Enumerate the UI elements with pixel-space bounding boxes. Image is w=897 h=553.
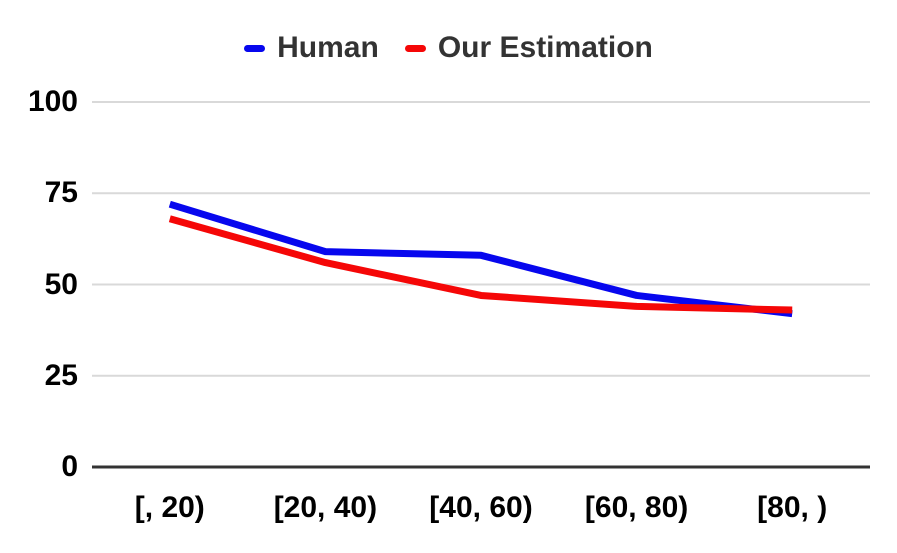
x-tick-label: [20, 40) (273, 491, 378, 524)
human-legend-dash-icon (244, 44, 266, 52)
x-tick-label: [40, 60) (429, 491, 533, 524)
x-tick-label: [60, 80) (584, 491, 689, 524)
x-tick-label: [, 20) (134, 491, 205, 524)
legend-item-human: Human (244, 30, 379, 66)
legend-item-our-estimation: Our Estimation (404, 30, 653, 66)
legend-label: Human (277, 31, 379, 64)
our-estimation-line (168, 215, 793, 314)
human-line (168, 200, 793, 318)
y-tick-label: 0 (61, 450, 78, 483)
legend-label: Our Estimation (437, 31, 653, 64)
our-estimation-legend-dash-icon (404, 44, 426, 52)
x-tick-label: [80, ) (757, 491, 828, 524)
y-tick-label: 50 (44, 267, 78, 301)
y-tick-label: 75 (44, 176, 78, 210)
y-tick-label: 100 (27, 85, 78, 118)
chart-legend: Human Our Estimation (0, 30, 897, 66)
y-tick-label: 25 (44, 358, 78, 392)
